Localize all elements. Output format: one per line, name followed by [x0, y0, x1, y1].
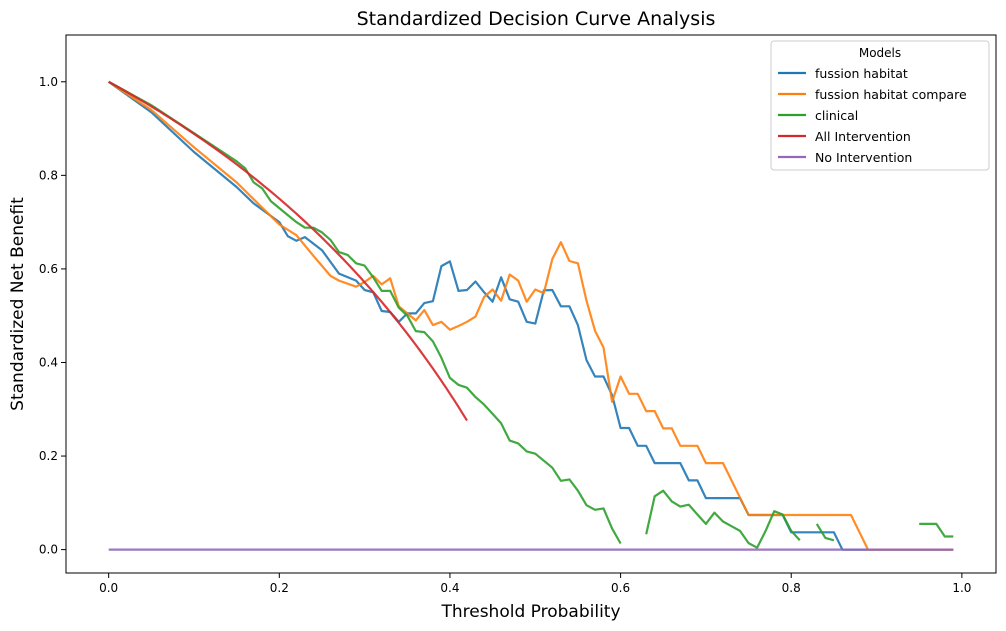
legend-label-clinical: clinical: [815, 108, 858, 123]
x-tick-label: 0.4: [440, 581, 459, 595]
plot-frame: [65, 34, 997, 574]
x-tick-label: 0.2: [270, 581, 289, 595]
y-tick-label: 0.8: [39, 168, 58, 182]
y-tick-label: 0.0: [39, 543, 58, 557]
legend: Models fussion habitat fussion habitat co…: [770, 40, 990, 171]
legend-box: [770, 40, 990, 171]
legend-title: Models: [859, 46, 901, 60]
y-tick-label: 0.2: [39, 449, 58, 463]
series-line-clinical-3: [815, 523, 835, 542]
x-tick-label: 0.6: [611, 581, 630, 595]
series-line-all-intervention: [108, 80, 468, 422]
legend-label-no-intervention: No Intervention: [815, 150, 912, 165]
series-line-fussion-habitat-compare: [108, 80, 954, 551]
legend-label-all-intervention: All Intervention: [815, 129, 911, 144]
x-axis: 0.0 0.2 0.4 0.6 0.8 1.0: [99, 573, 971, 595]
plot-area: [108, 80, 954, 551]
y-axis-label: Standardized Net Benefit: [8, 197, 28, 411]
y-tick-label: 0.4: [39, 355, 58, 369]
series-line-clinical-4: [919, 522, 954, 538]
legend-label-fussion-habitat: fussion habitat: [815, 66, 908, 81]
chart-title: Standardized Decision Curve Analysis: [357, 8, 716, 30]
y-axis: 0.0 0.2 0.4 0.6 0.8 1.0: [39, 75, 66, 557]
series-line-clinical-2: [645, 489, 801, 549]
y-tick-label: 1.0: [39, 75, 58, 89]
x-tick-label: 1.0: [952, 581, 971, 595]
y-tick-label: 0.6: [39, 262, 58, 276]
legend-label-fussion-habitat-compare: fussion habitat compare: [815, 87, 967, 102]
x-axis-label: Threshold Probability: [440, 602, 620, 622]
x-tick-label: 0.0: [99, 581, 118, 595]
x-tick-label: 0.8: [782, 581, 801, 595]
series-line-clinical-1: [108, 80, 622, 545]
